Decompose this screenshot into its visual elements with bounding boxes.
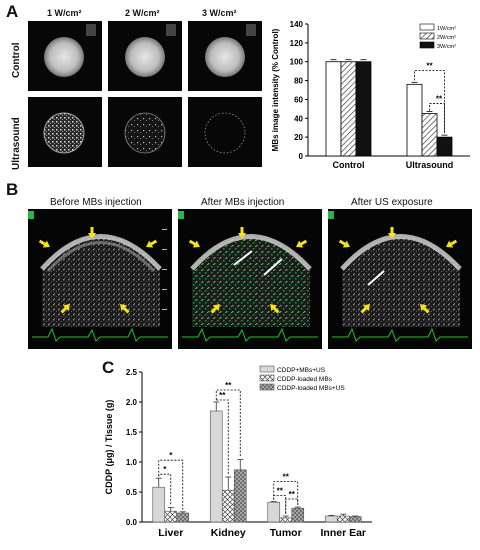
significance-bracket [216,399,229,475]
significance-bracket [215,389,241,458]
y-tick-label: 60 [294,95,303,104]
legend-label: CDDP-loaded MBs+US [277,385,345,392]
us-image-after-injection [178,209,322,349]
y-tick-label: 80 [294,77,303,86]
bar [406,83,423,157]
legend-label: 1W/cm² [437,26,456,32]
tile-control-3 [188,21,262,91]
legend-label: 2W/cm² [437,35,456,41]
col-header-3: 3 W/cm² [202,8,237,18]
significance-label: ** [225,381,232,390]
x-tick-label: Inner Ear [320,527,366,539]
y-tick-label: 2.0 [126,398,138,407]
x-tick-label: Tumor [270,527,302,539]
significance-label: ** [426,61,433,70]
panel-b-ultrasound-images [28,209,472,349]
significance-bracket [273,481,299,505]
bar [355,61,372,157]
legend-label: CDDP-loaded MBs [277,376,333,383]
significance-label: ** [283,473,290,482]
significance-label: ** [436,95,443,104]
legend-swatch [259,383,275,391]
bar [340,61,357,157]
y-tick-label: 40 [294,114,303,123]
chart-c: 0.0 0.5 1.0 1.5 2.0 2.5 CDDP (μg) / Tissue (g)… [104,365,372,539]
bar [421,113,438,157]
tile-control-2 [108,21,182,91]
legend-swatch [259,374,275,382]
y-tick-label: 1.5 [126,428,138,437]
tile-ultrasound-1 [28,97,102,167]
panel-letter-c: C [102,358,115,377]
y-tick-label: 0.5 [126,488,138,497]
y-tick-label: 2.5 [126,368,138,377]
legend-label: 3W/cm² [437,44,456,50]
bar [176,512,190,523]
y-tick-label: 140 [290,20,304,29]
legend-swatch [419,23,435,31]
tile-ultrasound-3 [188,97,262,167]
significance-label: ** [277,487,284,496]
bar [324,515,338,523]
y-tick-label: 0.0 [126,518,138,527]
legend-swatch [419,41,435,49]
bar [291,507,305,523]
bar [348,516,362,523]
col-header-1: 1 W/cm² [47,8,82,18]
chart-a: 0 20 40 60 80 100 120 140 MBs image intensity (%… [271,20,470,170]
legend-swatch [259,365,275,373]
significance-label: ** [219,391,226,400]
y-tick-label: 20 [294,133,303,142]
y-tick-label: 0 [299,152,304,161]
y-tick-label: 1.0 [126,458,138,467]
y-tick-label: 120 [290,39,304,48]
ultrasound-title-2: After MBs injection [201,197,285,208]
col-header-2: 2 W/cm² [125,8,160,18]
bar [336,515,350,523]
bar [164,510,178,523]
x-tick-label: Control [333,160,365,170]
tile-ultrasound-2 [108,97,182,167]
significance-bracket [158,459,184,510]
panel-letter-a: A [6,2,19,21]
significance-label: * [169,451,173,460]
significance-bracket [429,103,445,134]
row-label-ultrasound: Ultrasound [11,117,22,170]
panel-letter-b: B [6,180,19,199]
bar [152,486,166,523]
y-axis-label: CDDP (μg) / Tissue (g) [104,400,114,495]
x-tick-label: Ultrasound [406,160,454,170]
legend-swatch [419,32,435,40]
us-image-after-exposure [328,209,472,349]
y-tick-label: 100 [290,58,304,67]
ultrasound-title-1: Before MBs injection [50,197,142,208]
panel-a-image-grid [28,21,262,167]
significance-label: ** [289,490,296,499]
bar [233,469,247,523]
significance-bracket [285,498,299,514]
significance-bracket [414,69,445,134]
row-label-control: Control [11,42,22,78]
us-image-before [28,209,172,349]
significance-label: * [163,465,167,474]
x-tick-label: Liver [158,527,183,539]
bar [209,410,223,523]
bar [436,136,453,157]
tile-control-1 [28,21,102,91]
legend-label: CDDP+MBs+US [277,367,326,374]
bar [221,489,235,523]
x-tick-label: Kidney [211,527,246,539]
ultrasound-title-3: After US exposure [351,197,433,208]
bar [279,517,293,523]
bar [325,61,342,157]
bar [267,501,281,523]
y-axis-label: MBs image intensity (% Control) [271,28,280,151]
